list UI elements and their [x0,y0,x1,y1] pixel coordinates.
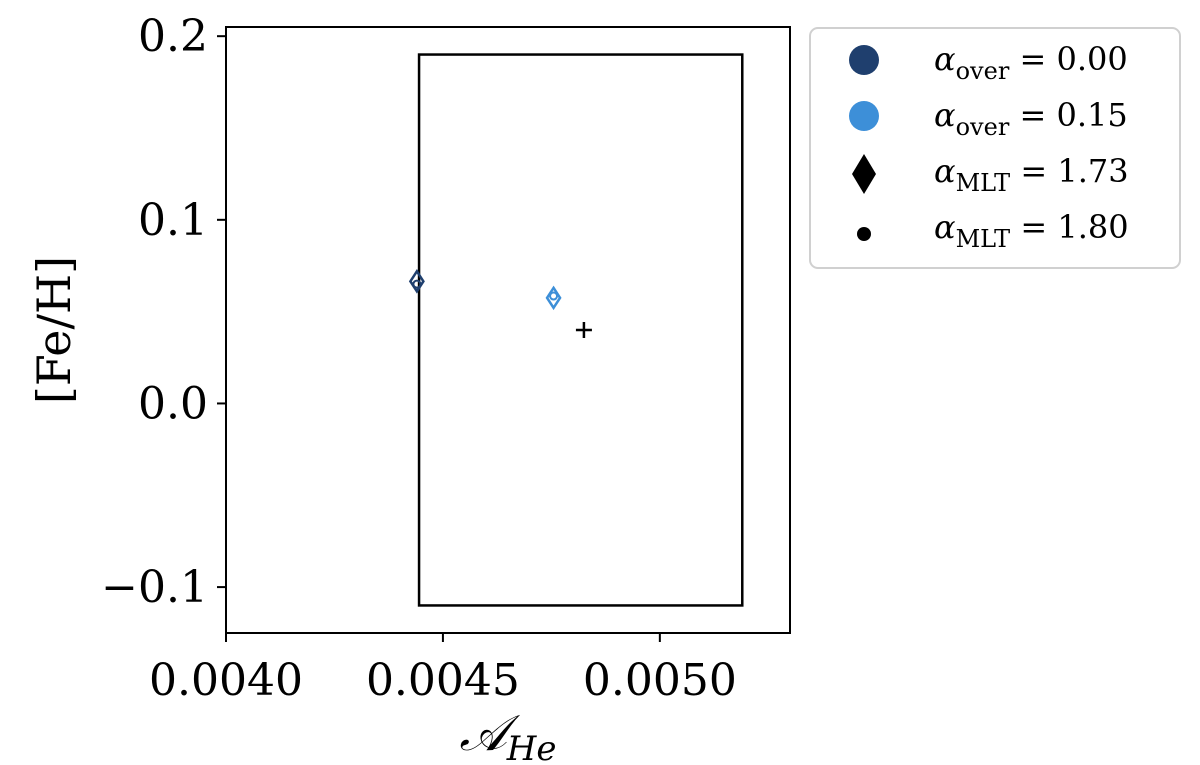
legend-marker-1 [849,101,879,131]
legend-marker-3 [857,227,871,241]
legend-subscript: MLT [956,169,1011,197]
points-layer [408,269,592,338]
box-layer [417,53,744,607]
series-0-diamond-point [408,269,425,294]
legend-symbol: α [934,40,956,78]
legend-marker-2 [852,154,876,194]
legend-frame [809,27,1181,269]
x-tick-label-1: 0.0045 [366,655,520,706]
x-axis-label: 𝒜He [459,704,556,765]
legend-value: = 0.00 [1009,40,1127,78]
legend-value: = 1.80 [1010,208,1128,246]
legend-value: = 0.15 [1009,96,1127,134]
x-tick-label-0: 0.0040 [149,655,303,706]
legend-symbol: α [934,152,956,190]
legend-subscript: MLT [956,225,1011,253]
legend-label-2: αMLT = 1.73 [934,152,1129,197]
y-tick-label-1: 0.1 [138,195,208,246]
legend-label-0: αover = 0.00 [934,40,1128,85]
series-1-diamond-point [545,285,562,311]
y-axis-label: [Fe/H] [27,256,81,404]
y-tick-label-0: 0.2 [138,11,208,62]
ticks-layer: 0.0040 0.0045 0.0050 0.2 0.1 0.0 −0.1 [101,11,737,706]
legend-symbol: α [934,96,956,134]
legend-label-1: αover = 0.15 [934,96,1128,141]
x-axis-label-sub: He [506,729,557,765]
reference-plus-marker [575,322,592,338]
plot-frame [225,26,791,634]
y-tick-label-3: −0.1 [101,562,208,613]
legend-value: = 1.73 [1010,152,1128,190]
series-1-dot-point [549,291,559,301]
legend-symbol: α [934,208,956,246]
legend-marker-0 [849,45,879,75]
legend-label-3: αMLT = 1.80 [934,208,1129,253]
y-tick-label-2: 0.0 [138,378,208,429]
x-tick-label-2: 0.0050 [583,655,737,706]
legend-subscript: over [956,113,1010,141]
constraint-box [417,53,744,607]
legend-subscript: over [956,57,1010,85]
series-0-dot-point [412,279,422,289]
